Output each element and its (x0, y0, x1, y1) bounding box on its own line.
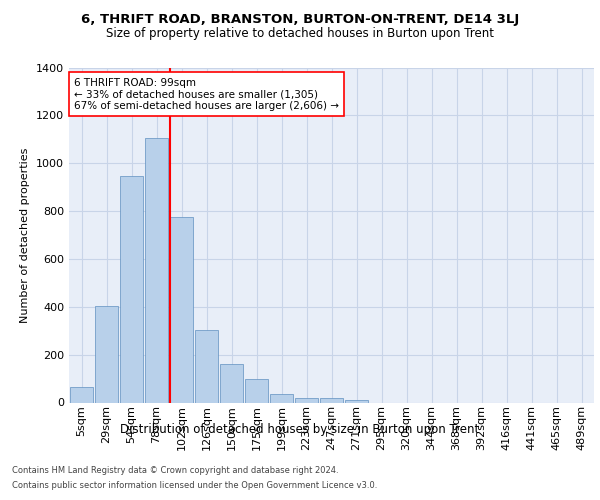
Bar (269, 394, 293, 402)
Bar (119, 176, 143, 402)
Text: Distribution of detached houses by size in Burton upon Trent: Distribution of detached houses by size … (121, 422, 479, 436)
Y-axis label: Number of detached properties: Number of detached properties (20, 148, 31, 322)
Bar (70, 387, 94, 402)
Text: Contains HM Land Registry data © Crown copyright and database right 2024.: Contains HM Land Registry data © Crown c… (12, 466, 338, 475)
Text: Size of property relative to detached houses in Burton upon Trent: Size of property relative to detached ho… (106, 28, 494, 40)
Bar (295, 398, 319, 402)
Text: Contains public sector information licensed under the Open Government Licence v3: Contains public sector information licen… (12, 481, 377, 490)
Bar (245, 378, 268, 402)
Bar (220, 364, 244, 403)
Bar (320, 398, 343, 402)
Bar (95, 306, 118, 402)
Text: 6 THRIFT ROAD: 99sqm
← 33% of detached houses are smaller (1,305)
67% of semi-de: 6 THRIFT ROAD: 99sqm ← 33% of detached h… (74, 78, 339, 111)
Text: 6, THRIFT ROAD, BRANSTON, BURTON-ON-TRENT, DE14 3LJ: 6, THRIFT ROAD, BRANSTON, BURTON-ON-TREN… (81, 12, 519, 26)
Bar (344, 400, 368, 402)
Bar (194, 330, 218, 402)
Bar (170, 217, 193, 402)
Bar (145, 138, 169, 402)
